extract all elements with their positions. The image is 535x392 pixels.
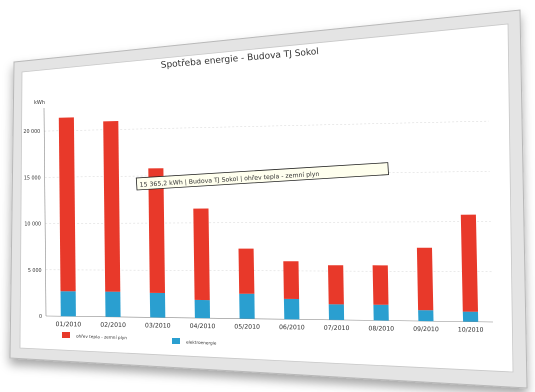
bar-segment-e8392a[interactable] [372, 265, 389, 305]
bar-segment-e8392a[interactable] [103, 121, 121, 292]
chart-panel [19, 23, 514, 373]
bars [58, 117, 479, 322]
x-tick-label: 01/2010 [55, 321, 81, 328]
x-tick-label: 07/2010 [324, 325, 350, 332]
x-tick-label: 03/2010 [145, 322, 171, 329]
bar-segment-2a9fd0[interactable] [239, 293, 255, 319]
x-tick-label: 05/2010 [234, 324, 260, 331]
legend-label: elektroenergie [186, 340, 217, 346]
bar-segment-e8392a[interactable] [328, 265, 344, 305]
legend-label: ohřev tepla - zemní plyn [76, 334, 127, 341]
bar-segment-2a9fd0[interactable] [105, 291, 121, 317]
bar-segment-2a9fd0[interactable] [462, 311, 479, 322]
bar-segment-2a9fd0[interactable] [60, 291, 76, 317]
legend-swatch [62, 332, 70, 338]
y-tick-label: 10 000 [24, 222, 41, 228]
bar-segment-2a9fd0[interactable] [194, 299, 210, 319]
bar-segment-e8392a[interactable] [193, 208, 210, 301]
y-tick-label: 15 000 [24, 175, 41, 181]
y-axis-unit-label: kWh [34, 100, 45, 106]
bar-segment-e8392a[interactable] [58, 117, 76, 292]
bar-segment-e8392a[interactable] [238, 248, 255, 294]
tooltip-box [135, 162, 389, 191]
bar-segment-e8392a[interactable] [416, 247, 434, 311]
bar-segment-e8392a[interactable] [460, 214, 478, 312]
bar-segment-2a9fd0[interactable] [283, 298, 300, 320]
y-tick-label: 5 000 [28, 268, 42, 274]
x-tick-label: 10/2010 [458, 327, 484, 334]
bar-segment-2a9fd0[interactable] [328, 304, 345, 320]
x-tick-label: 04/2010 [190, 323, 216, 330]
bar-segment-2a9fd0[interactable] [373, 304, 389, 321]
bar-segment-e8392a[interactable] [148, 168, 165, 293]
y-tick-label: 20 000 [23, 129, 40, 135]
x-ticks: 01/2010 02/2010 03/2010 04/2010 05/2010 06/20… [55, 321, 483, 334]
bar-segment-2a9fd0[interactable] [418, 310, 434, 322]
bar-segment-2a9fd0[interactable] [149, 292, 166, 318]
x-tick-label: 02/2010 [100, 322, 126, 329]
x-tick-label: 06/2010 [279, 324, 305, 331]
y-ticks: 0 5 000 10 000 15 000 20 000 [23, 129, 42, 320]
y-tick-label: 0 [39, 314, 42, 320]
legend: ohřev tepla - zemní plyn elektroenergie [62, 332, 217, 346]
legend-swatch [172, 338, 180, 344]
y-axis [43, 107, 47, 317]
bar-segment-e8392a[interactable] [283, 261, 300, 299]
x-tick-label: 08/2010 [368, 325, 394, 332]
x-tick-label: 09/2010 [413, 326, 439, 333]
